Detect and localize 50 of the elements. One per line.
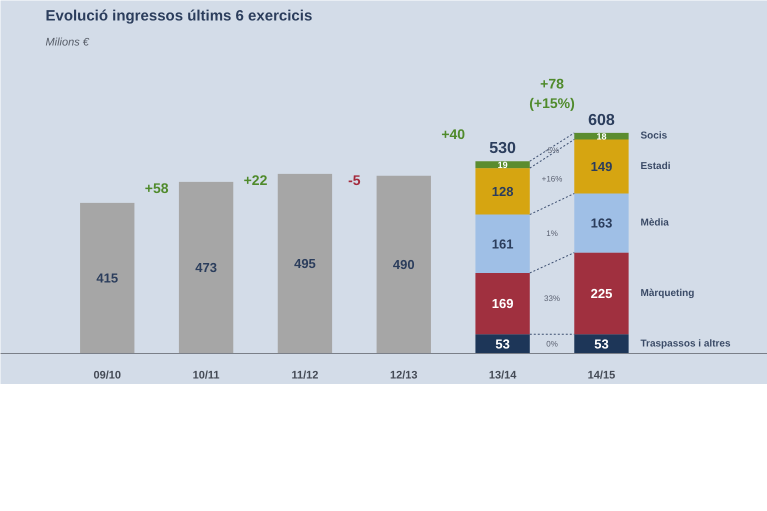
x-tick-label: 10/11 xyxy=(192,370,220,382)
series-label: Màrqueting xyxy=(640,288,694,299)
bar xyxy=(574,194,629,253)
x-tick-label: 11/12 xyxy=(291,370,318,382)
data-label: 53 xyxy=(594,336,609,352)
x-tick-label: 12/13 xyxy=(390,370,418,382)
chart-title: Evolució ingressos últims 6 exercicis xyxy=(46,8,312,24)
data-label: 473 xyxy=(195,260,217,276)
data-label: 149 xyxy=(590,158,612,174)
data-label: 169 xyxy=(492,296,514,312)
annotation: -5% xyxy=(544,146,560,155)
x-tick-label: 09/10 xyxy=(93,370,122,382)
data-label: 225 xyxy=(590,286,612,301)
text: +78 (+15%) xyxy=(529,76,575,111)
annotation: +58 xyxy=(144,180,169,196)
bar xyxy=(475,168,530,215)
annotation: 33% xyxy=(544,294,560,304)
data-label: 18 xyxy=(596,132,606,142)
series-label: Estadi xyxy=(640,160,671,172)
series-label: Socis xyxy=(640,130,668,142)
annotation: -5 xyxy=(348,172,361,188)
bar xyxy=(475,272,530,334)
bar xyxy=(376,176,431,354)
data-label: 415 xyxy=(96,270,118,286)
series-label: Traspassos i altres xyxy=(640,338,731,350)
bar xyxy=(80,202,134,354)
annotation: +16% xyxy=(542,174,562,184)
annotation: +40 xyxy=(441,126,466,142)
x-tick-label: 14/15 xyxy=(588,370,616,382)
data-label: 128 xyxy=(492,184,514,199)
x-tick-label: 13/14 xyxy=(488,370,518,382)
total-label: 608 xyxy=(588,112,615,129)
data-label: 161 xyxy=(492,236,514,252)
annotation: 1% xyxy=(546,228,558,238)
data-label: 19 xyxy=(498,160,508,170)
total-label: 530 xyxy=(489,140,516,158)
data-label: 490 xyxy=(392,257,415,272)
series-label: Mèdia xyxy=(640,218,670,229)
data-label: 163 xyxy=(590,216,612,231)
bar xyxy=(475,161,530,168)
bar xyxy=(178,182,234,354)
bar xyxy=(574,139,629,194)
annotation: +22 xyxy=(244,172,268,188)
data-label: 53 xyxy=(495,336,510,352)
bar xyxy=(574,252,629,334)
data-label: 495 xyxy=(294,256,316,272)
chart-subtitle: Milions € xyxy=(46,36,90,48)
bar xyxy=(278,174,332,354)
annotation: 0% xyxy=(546,339,558,348)
bar xyxy=(475,214,530,273)
